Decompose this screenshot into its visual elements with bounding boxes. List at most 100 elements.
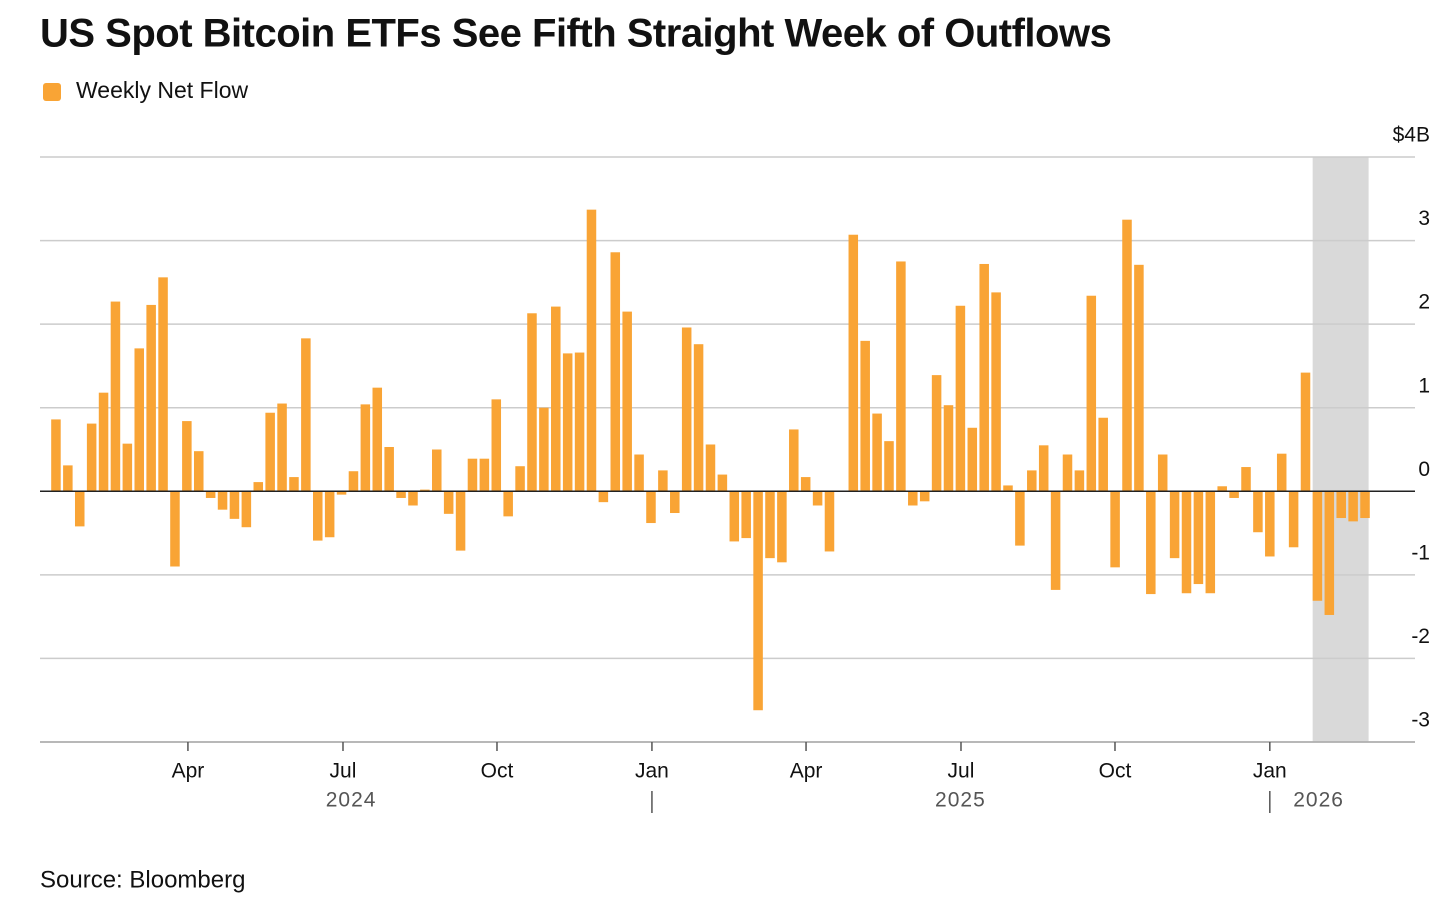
bar — [729, 491, 740, 542]
bar — [1348, 491, 1358, 522]
bar — [943, 405, 954, 492]
y-tick-label: $4B — [1393, 124, 1430, 147]
y-tick-label: 0 — [1418, 458, 1430, 481]
bar — [1324, 491, 1335, 615]
bar — [193, 451, 204, 492]
bar — [634, 454, 644, 492]
bar — [574, 352, 585, 492]
bar — [229, 491, 240, 519]
chart-title: US Spot Bitcoin ETFs See Fifth Straight … — [40, 12, 1111, 56]
bar — [1098, 417, 1108, 492]
bar — [860, 340, 870, 492]
bar — [86, 423, 97, 492]
bar — [63, 465, 73, 492]
bar — [693, 344, 704, 492]
bar — [1146, 491, 1156, 595]
bar — [1110, 491, 1120, 568]
bar — [1265, 491, 1275, 557]
bar — [681, 327, 692, 492]
bar — [396, 491, 406, 498]
x-tick-label: Jul — [330, 760, 357, 783]
year-label: 2025 — [935, 789, 986, 812]
shaded-range — [1312, 157, 1369, 742]
bar — [491, 399, 502, 492]
bar — [265, 412, 275, 492]
bar — [1336, 491, 1346, 519]
bar — [800, 477, 811, 492]
bar — [110, 301, 121, 492]
y-tick-label: -3 — [1411, 709, 1430, 732]
bar — [1062, 454, 1073, 492]
bar — [313, 491, 323, 541]
bar — [670, 491, 680, 514]
bar — [51, 419, 61, 492]
bar — [384, 446, 394, 492]
bar — [753, 491, 763, 711]
bar — [360, 404, 371, 492]
year-label: 2026 — [1293, 789, 1344, 812]
bar — [455, 491, 466, 551]
bar — [1288, 491, 1299, 548]
x-tick-label: Oct — [481, 760, 514, 783]
bar — [336, 491, 347, 495]
y-tick-label: 2 — [1418, 291, 1430, 314]
bar — [919, 491, 930, 502]
bar — [1205, 491, 1216, 594]
legend-label: Weekly Net Flow — [76, 77, 249, 103]
bar — [931, 375, 942, 492]
bar — [812, 491, 823, 506]
bar — [1050, 491, 1061, 590]
bar — [74, 491, 85, 527]
bar — [1253, 491, 1263, 533]
bar — [1181, 491, 1192, 594]
bar — [884, 441, 894, 492]
bar — [848, 234, 859, 492]
bar — [622, 311, 632, 492]
bar — [348, 471, 359, 492]
bar — [134, 348, 145, 492]
bar — [1086, 295, 1097, 492]
bar — [991, 292, 1001, 492]
bar — [205, 491, 216, 498]
bar — [765, 491, 775, 559]
bar — [896, 261, 906, 492]
bar — [1038, 445, 1049, 492]
bar — [479, 458, 490, 492]
x-tick-label: Apr — [790, 760, 823, 783]
bar — [539, 407, 549, 492]
bar — [658, 470, 668, 492]
bar — [408, 491, 418, 506]
bar — [1015, 491, 1025, 546]
bar — [586, 209, 597, 492]
bar — [122, 443, 133, 492]
y-tick-label: -1 — [1411, 541, 1430, 564]
bar — [372, 387, 383, 492]
bar — [1122, 219, 1132, 492]
bar — [872, 413, 882, 492]
bar — [610, 252, 621, 492]
bar — [301, 338, 311, 492]
bar — [1241, 467, 1251, 492]
bar — [908, 491, 918, 506]
y-tick-label: 1 — [1418, 374, 1430, 397]
bar — [467, 458, 478, 492]
bar — [1074, 470, 1085, 492]
bar — [1276, 453, 1287, 492]
bar — [443, 491, 454, 514]
bar — [1217, 486, 1227, 492]
bar — [515, 466, 525, 492]
bar — [967, 427, 978, 492]
bar — [777, 491, 787, 563]
bar — [1312, 491, 1323, 601]
bar — [432, 449, 442, 492]
bar — [170, 491, 180, 567]
bar — [1134, 264, 1144, 492]
x-tick-label: Apr — [172, 760, 205, 783]
bar — [1360, 491, 1370, 519]
bar — [253, 482, 264, 492]
bar — [98, 392, 109, 492]
x-tick-label: Jan — [1253, 760, 1287, 783]
bar — [241, 491, 252, 528]
bar — [1229, 491, 1239, 498]
